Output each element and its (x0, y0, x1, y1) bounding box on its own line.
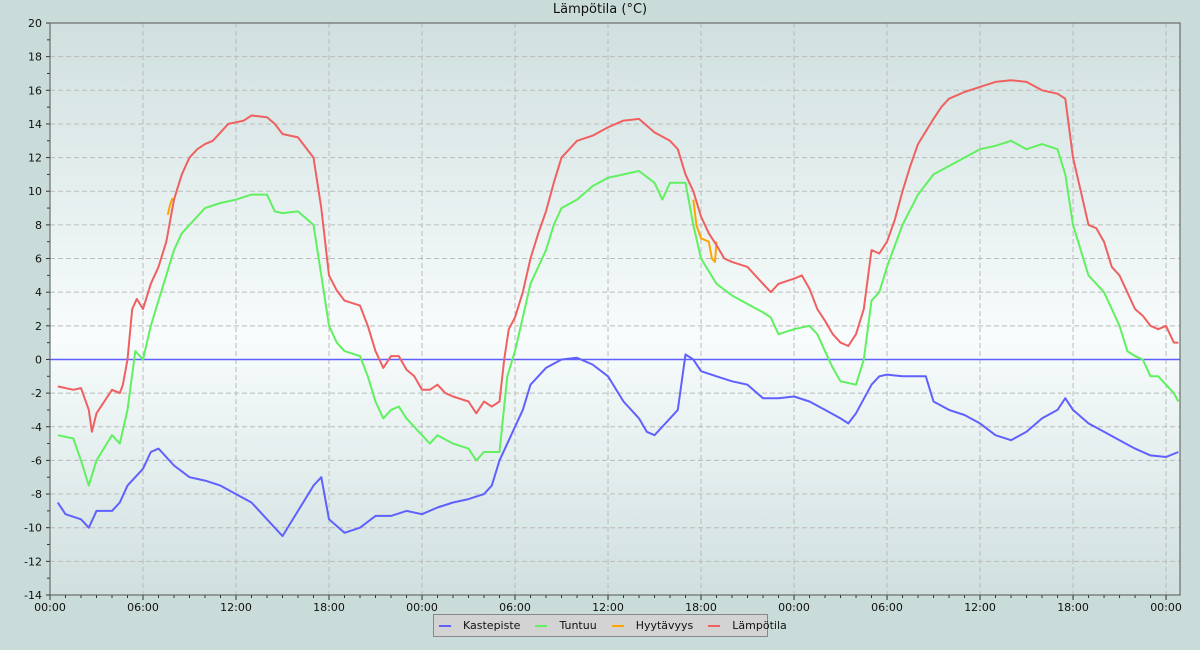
y-tick-label: 6 (35, 253, 42, 266)
legend-item: Lämpötila (708, 619, 787, 632)
legend-swatch (535, 624, 548, 627)
y-tick-label: 8 (35, 219, 42, 232)
y-tick-label: 2 (35, 320, 42, 333)
x-tick-label: 12:00 (220, 601, 252, 614)
legend-label: Lämpötila (732, 619, 787, 632)
x-tick-label: 00:00 (778, 601, 810, 614)
series-kastepiste-line (56, 353, 1179, 538)
series-tuntuu-line (57, 139, 1180, 487)
y-tick-label: -10 (24, 522, 42, 535)
y-tick-label: 12 (28, 152, 42, 165)
legend-swatch (708, 624, 721, 627)
series-hyyt-vyys-line (692, 199, 718, 263)
y-tick-label: -6 (31, 454, 42, 467)
x-tick-label: 18:00 (313, 601, 345, 614)
legend: Kastepiste Tuntuu Hyytävyys Lämpötila (433, 614, 787, 637)
y-tick-label: -2 (31, 387, 42, 400)
x-tick-label: 00:00 (34, 601, 66, 614)
y-tick-label: -14 (24, 589, 42, 602)
y-tick-label: -4 (31, 421, 42, 434)
series-l-mp-tila-line (57, 79, 1179, 433)
x-tick-label: 12:00 (592, 601, 624, 614)
y-tick-label: 20 (28, 17, 42, 30)
legend-item: Tuntuu (535, 619, 597, 632)
y-tick-label: 14 (28, 118, 42, 131)
x-tick-label: 06:00 (499, 601, 531, 614)
legend-label: Hyytävyys (635, 619, 694, 632)
y-tick-label: 0 (35, 353, 42, 366)
x-tick-label: 18:00 (685, 601, 717, 614)
x-tick-label: 06:00 (127, 601, 159, 614)
legend-label: Tuntuu (559, 619, 597, 632)
y-tick-label: -8 (31, 488, 42, 501)
chart-title: Lämpötila (°C) (552, 2, 648, 17)
legend-item: Hyytävyys (611, 619, 694, 632)
y-tick-label: 4 (35, 286, 42, 299)
y-tick-label: 18 (28, 51, 42, 64)
y-tick-label: 16 (28, 84, 42, 97)
legend-label: Kastepiste (463, 619, 521, 632)
plot-area (50, 23, 1180, 595)
x-tick-label: 12:00 (964, 601, 996, 614)
y-tick-label: -12 (24, 555, 42, 568)
plot-frame (49, 22, 1181, 596)
legend-swatch (611, 624, 624, 627)
x-tick-label: 06:00 (871, 601, 903, 614)
series-hyyt-vyys-line (166, 197, 174, 216)
legend-item: Kastepiste (439, 619, 520, 632)
y-tick-label: 10 (28, 185, 42, 198)
x-tick-label: 00:00 (1150, 601, 1182, 614)
x-tick-label: 00:00 (406, 601, 438, 614)
legend-swatch (439, 624, 451, 627)
x-tick-label: 18:00 (1057, 601, 1089, 614)
